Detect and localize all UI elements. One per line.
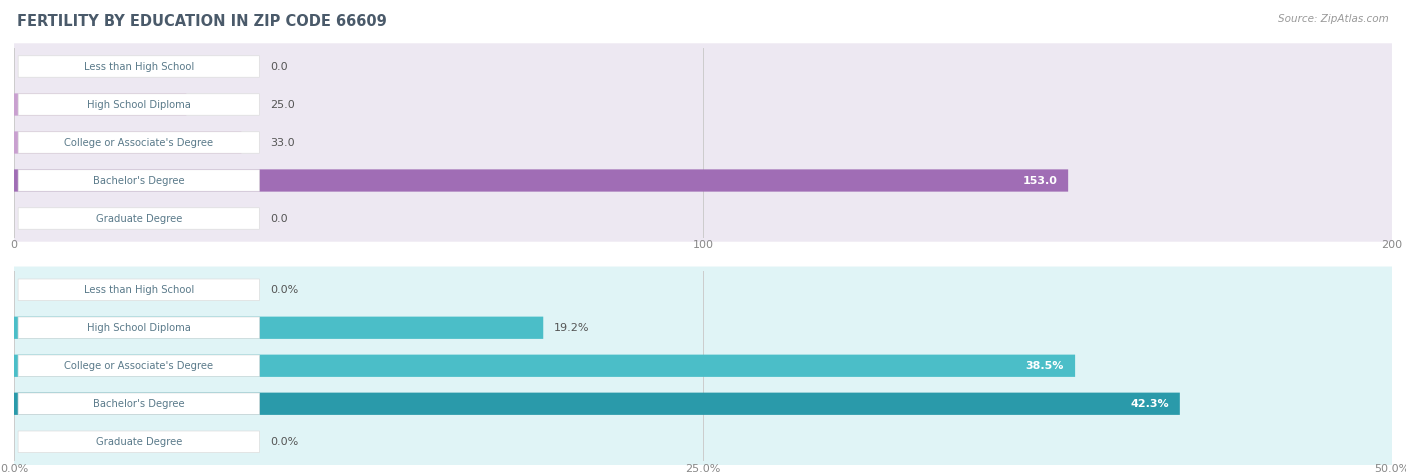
Text: College or Associate's Degree: College or Associate's Degree xyxy=(65,361,214,371)
FancyBboxPatch shape xyxy=(14,195,1392,242)
Text: Graduate Degree: Graduate Degree xyxy=(96,213,181,224)
Text: Graduate Degree: Graduate Degree xyxy=(96,437,181,447)
Text: Bachelor's Degree: Bachelor's Degree xyxy=(93,175,184,186)
Text: 0.0: 0.0 xyxy=(270,213,288,224)
FancyBboxPatch shape xyxy=(18,132,259,153)
Text: 25.0: 25.0 xyxy=(270,99,295,110)
Text: High School Diploma: High School Diploma xyxy=(87,99,191,110)
Text: 42.3%: 42.3% xyxy=(1130,399,1168,409)
FancyBboxPatch shape xyxy=(14,393,1180,415)
FancyBboxPatch shape xyxy=(18,393,259,415)
Text: Bachelor's Degree: Bachelor's Degree xyxy=(93,399,184,409)
FancyBboxPatch shape xyxy=(14,342,1392,389)
Text: 153.0: 153.0 xyxy=(1022,175,1057,186)
Text: 0.0%: 0.0% xyxy=(270,437,298,447)
Text: 0.0%: 0.0% xyxy=(270,285,298,295)
FancyBboxPatch shape xyxy=(18,170,259,191)
FancyBboxPatch shape xyxy=(18,317,259,339)
FancyBboxPatch shape xyxy=(14,170,1069,191)
Text: FERTILITY BY EDUCATION IN ZIP CODE 66609: FERTILITY BY EDUCATION IN ZIP CODE 66609 xyxy=(17,14,387,29)
FancyBboxPatch shape xyxy=(14,266,1392,313)
FancyBboxPatch shape xyxy=(14,304,1392,351)
FancyBboxPatch shape xyxy=(18,279,259,301)
FancyBboxPatch shape xyxy=(14,119,1392,166)
Text: Less than High School: Less than High School xyxy=(83,61,194,72)
Text: 19.2%: 19.2% xyxy=(554,323,589,333)
Text: College or Associate's Degree: College or Associate's Degree xyxy=(65,137,214,148)
Text: Less than High School: Less than High School xyxy=(83,285,194,295)
Text: 33.0: 33.0 xyxy=(270,137,295,148)
FancyBboxPatch shape xyxy=(14,355,1076,377)
Text: 0.0: 0.0 xyxy=(270,61,288,72)
FancyBboxPatch shape xyxy=(18,355,259,377)
FancyBboxPatch shape xyxy=(14,43,1392,90)
FancyBboxPatch shape xyxy=(14,157,1392,204)
FancyBboxPatch shape xyxy=(14,132,242,153)
FancyBboxPatch shape xyxy=(18,56,259,77)
FancyBboxPatch shape xyxy=(18,208,259,229)
FancyBboxPatch shape xyxy=(14,418,1392,465)
FancyBboxPatch shape xyxy=(18,94,259,115)
FancyBboxPatch shape xyxy=(18,431,259,453)
FancyBboxPatch shape xyxy=(14,380,1392,427)
Text: Source: ZipAtlas.com: Source: ZipAtlas.com xyxy=(1278,14,1389,24)
Text: High School Diploma: High School Diploma xyxy=(87,323,191,333)
FancyBboxPatch shape xyxy=(14,81,1392,128)
FancyBboxPatch shape xyxy=(14,94,187,115)
FancyBboxPatch shape xyxy=(14,317,543,339)
Text: 38.5%: 38.5% xyxy=(1025,361,1064,371)
